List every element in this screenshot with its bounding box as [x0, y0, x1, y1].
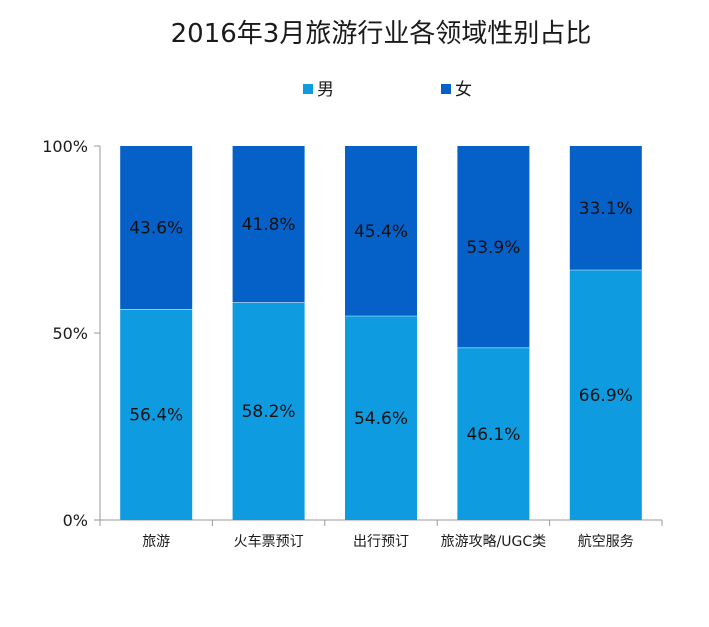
- legend-label-male: 男: [317, 80, 334, 100]
- y-tick-label: 0%: [63, 511, 88, 530]
- legend-swatch-male: [303, 84, 313, 94]
- data-label-female: 43.6%: [129, 219, 183, 239]
- data-label-female: 41.8%: [242, 215, 296, 235]
- x-category-label: 旅游攻略/UGC类: [441, 534, 547, 550]
- bar-male: [345, 315, 417, 520]
- bar-male: [120, 309, 193, 520]
- x-category-label: 火车票预订: [234, 533, 304, 550]
- data-label-female: 45.4%: [354, 222, 408, 242]
- bar-male: [457, 347, 530, 520]
- data-label-female: 33.1%: [579, 199, 633, 219]
- y-tick-label: 100%: [42, 137, 88, 156]
- bar-female: [345, 146, 417, 316]
- legend-swatch-female: [441, 84, 451, 94]
- y-tick-label: 50%: [52, 324, 88, 343]
- data-label-male: 46.1%: [466, 425, 520, 445]
- data-label-male: 54.6%: [354, 409, 408, 429]
- x-category-label: 航空服务: [578, 534, 634, 550]
- data-label-male: 56.4%: [129, 406, 183, 426]
- bar-male: [232, 302, 305, 520]
- bar-female: [232, 146, 305, 303]
- bar-female: [569, 146, 642, 270]
- chart-title: 2016年3月旅游行业各领域性别占比: [171, 19, 592, 49]
- bar-female: [457, 146, 530, 348]
- bar-male: [569, 269, 642, 520]
- data-label-male: 58.2%: [242, 402, 296, 422]
- legend-label-female: 女: [455, 80, 472, 100]
- plot-area: 0% 50% 100% 56.4% 43.6% 旅游 58.2% 41.8% 火车票预订 54.6…: [42, 137, 663, 550]
- legend: 男 女: [303, 80, 472, 100]
- data-label-male: 66.9%: [579, 386, 633, 406]
- x-category-label: 出行预订: [353, 534, 409, 550]
- bar-female: [120, 146, 193, 310]
- x-category-label: 旅游: [142, 534, 170, 550]
- data-label-female: 53.9%: [466, 238, 520, 258]
